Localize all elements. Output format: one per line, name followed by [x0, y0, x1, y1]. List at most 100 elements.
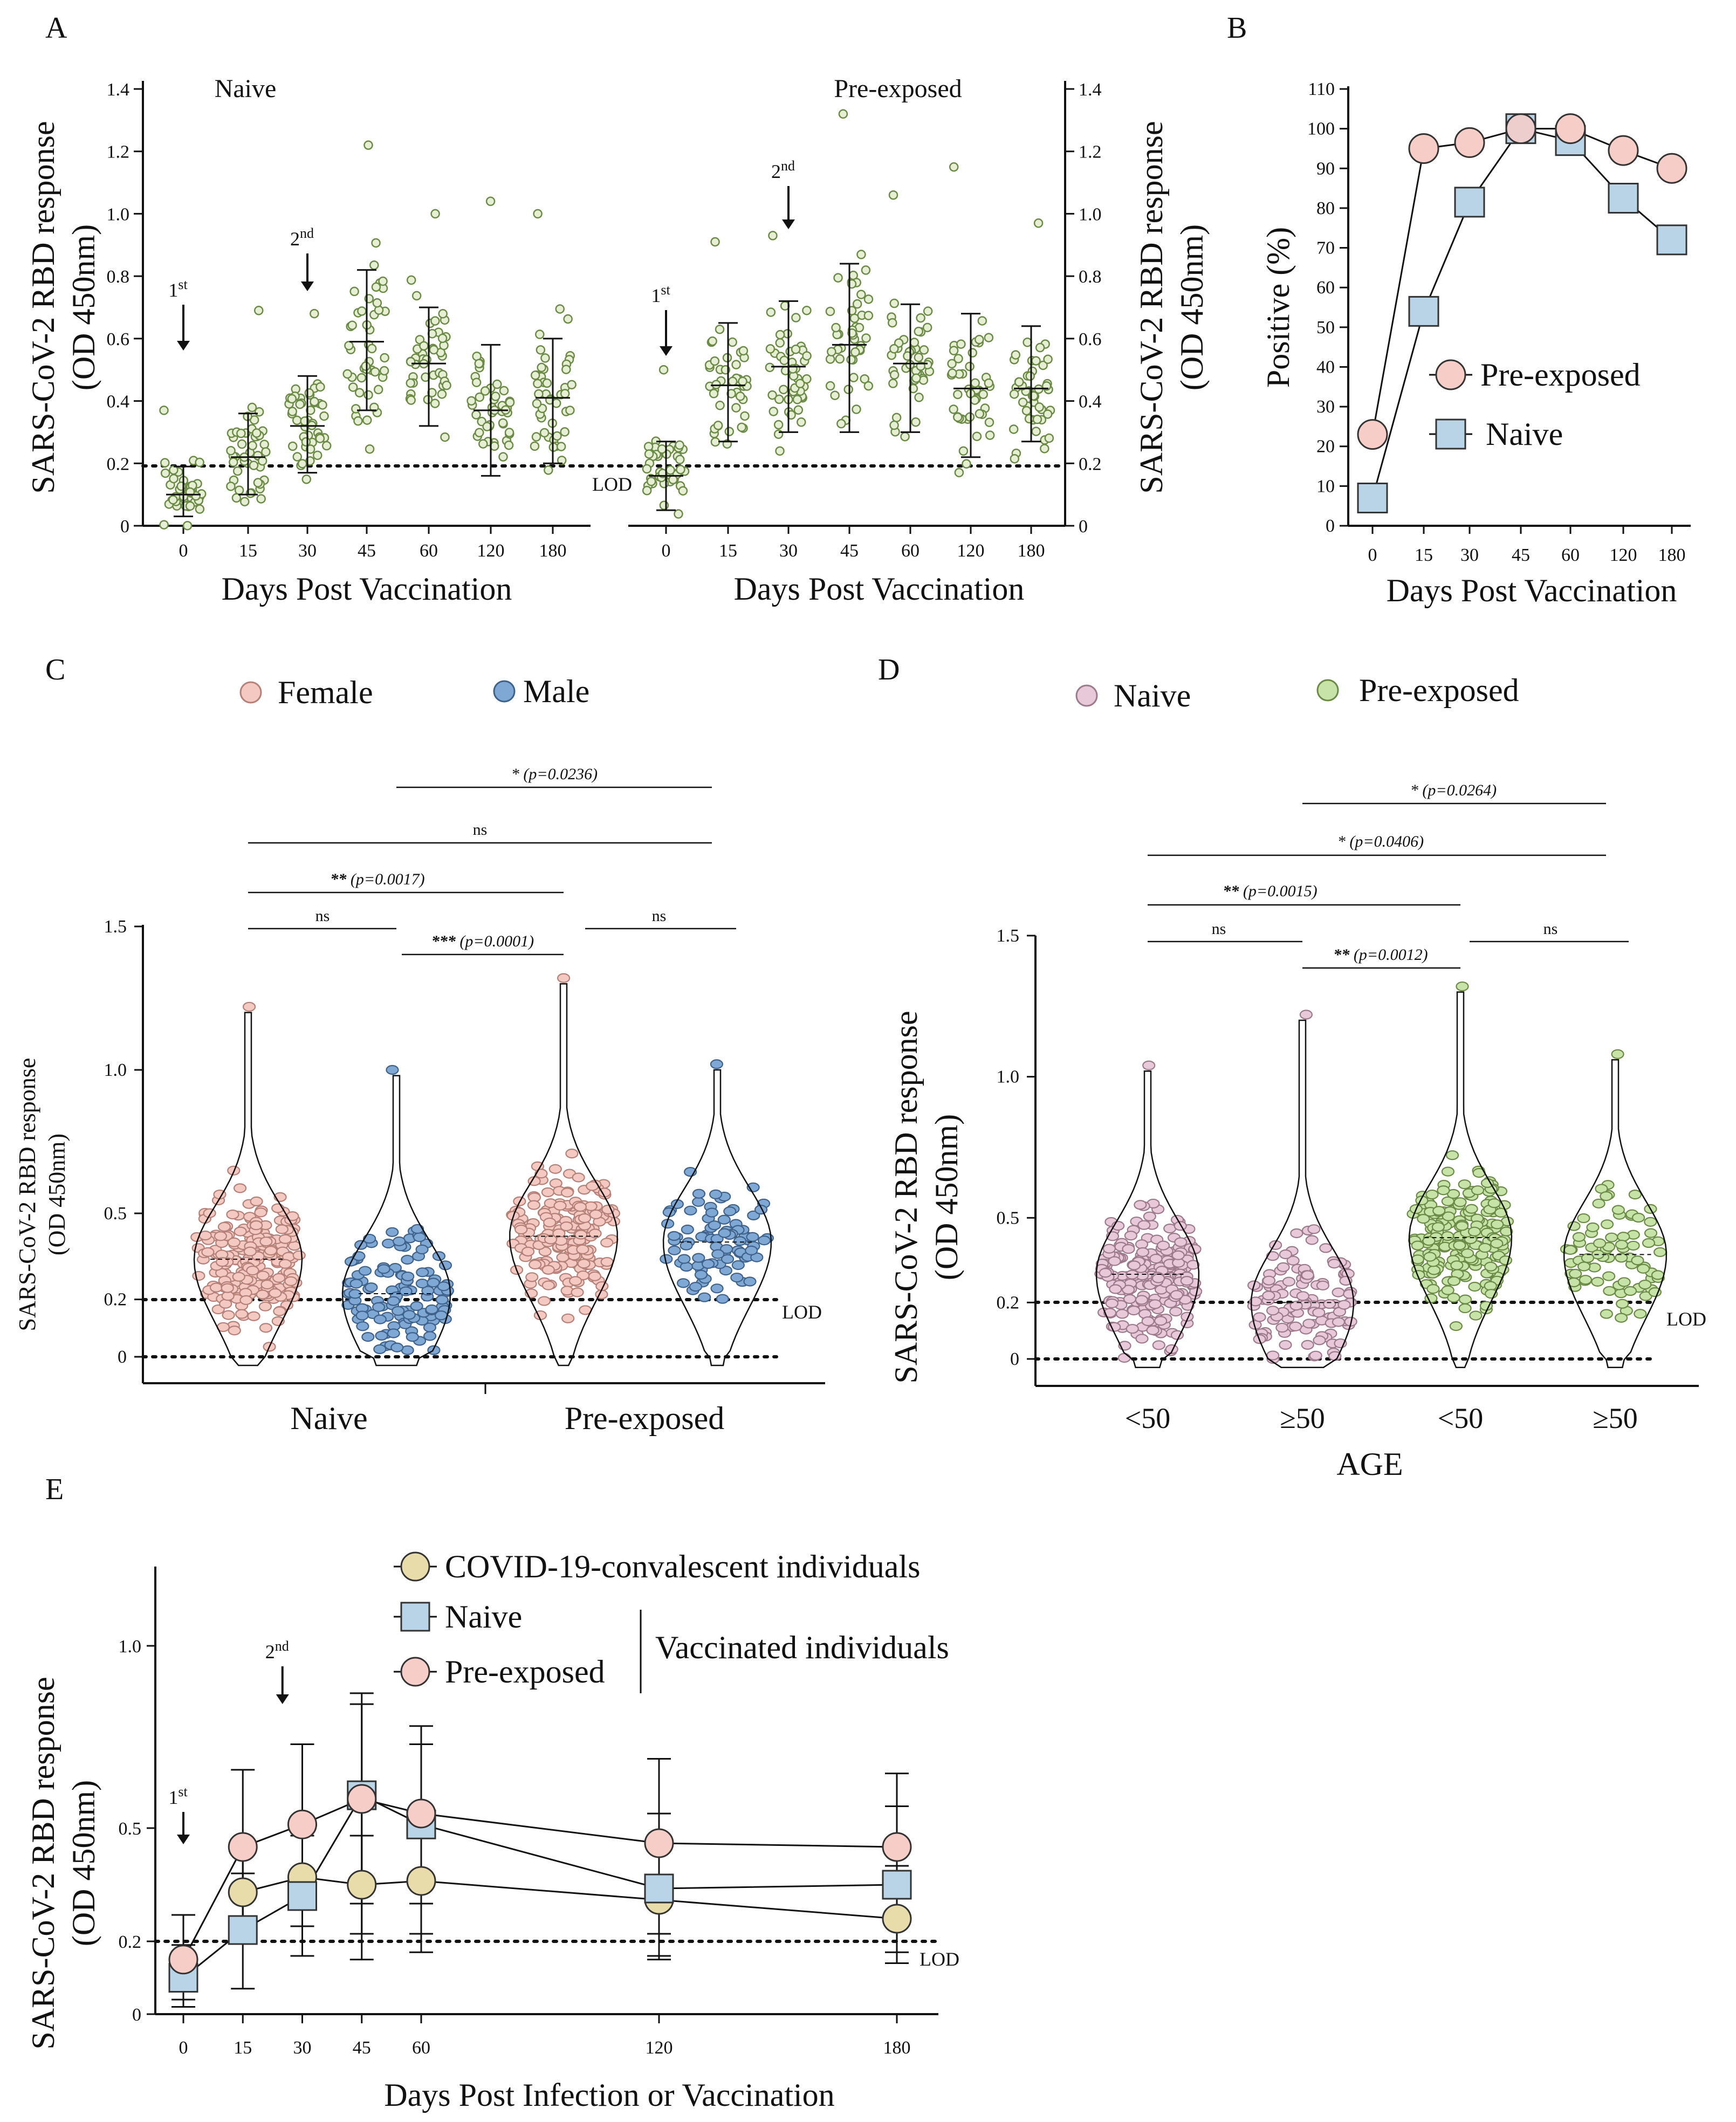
- y-tick-label: 1.0: [107, 204, 130, 224]
- data-point: [430, 209, 440, 219]
- data-point: [233, 1183, 247, 1193]
- data-point: [342, 369, 352, 379]
- data-point: [1127, 1306, 1141, 1316]
- data-point: [1282, 1276, 1296, 1287]
- data-point: [1569, 1268, 1582, 1279]
- data-point: [556, 442, 566, 451]
- data-point: [373, 1314, 387, 1324]
- y-tick-label: 0.5: [997, 1208, 1020, 1228]
- data-point: [310, 397, 319, 407]
- y-tick-label: 10: [1316, 476, 1335, 496]
- bracket-stars: ***: [431, 932, 456, 950]
- panel-e: E SARS-CoV-2 RBD response (OD 450nm) LOD…: [25, 1473, 959, 2113]
- data-point: [287, 441, 298, 451]
- naive-marker: [287, 1881, 317, 1911]
- data-point: [565, 406, 575, 415]
- data-point: [1417, 1214, 1430, 1224]
- data-point: [356, 373, 367, 383]
- data-point: [1423, 1252, 1437, 1262]
- pre-exposed-marker: [1408, 133, 1439, 164]
- data-point: [825, 306, 835, 317]
- data-point: [541, 1280, 555, 1290]
- data-point: [231, 493, 242, 503]
- data-point: [1449, 1321, 1463, 1331]
- data-point: [254, 1207, 267, 1218]
- data-point: [1319, 1243, 1333, 1253]
- data-point: [1426, 1284, 1440, 1294]
- data-point: [888, 379, 898, 388]
- bracket-p: (p=0.0406): [1349, 833, 1424, 850]
- legend-marker-female: [239, 681, 262, 704]
- data-point: [1286, 1255, 1300, 1266]
- data-point: [1038, 360, 1048, 370]
- data-point: [480, 386, 490, 396]
- data-point: [1277, 1262, 1290, 1272]
- data-point: [357, 306, 367, 316]
- data-point: [1021, 406, 1032, 416]
- data-point: [1117, 1352, 1131, 1363]
- data-point: [678, 486, 688, 496]
- data-point: [1148, 1299, 1162, 1309]
- panel-e-xlabel: Days Post Infection or Vaccination: [384, 2077, 834, 2113]
- data-point: [284, 1276, 298, 1286]
- x-tick-label: 60: [1561, 545, 1580, 565]
- data-point: [668, 475, 678, 485]
- data-point: [185, 501, 195, 511]
- panel-a-ylabel-left-2: (OD 450nm): [66, 224, 101, 390]
- data-point: [716, 1294, 729, 1304]
- data-point: [536, 345, 546, 355]
- x-tick-label: ≥50: [1593, 1402, 1638, 1434]
- bracket-stars: *: [1337, 833, 1346, 850]
- x-tick-label: <50: [1438, 1402, 1483, 1434]
- panel-label-a: A: [45, 11, 67, 45]
- data-point: [406, 1332, 419, 1342]
- data-point: [1023, 338, 1032, 347]
- y-tick-label: 1.0: [997, 1067, 1020, 1087]
- data-point: [1010, 454, 1020, 464]
- data-point: [737, 422, 746, 432]
- naive-marker: [1408, 296, 1439, 327]
- x-tick-label: 45: [353, 2038, 371, 2058]
- data-point: [791, 345, 801, 354]
- data-point: [1636, 1263, 1650, 1274]
- data-point: [1154, 1316, 1168, 1326]
- data-point: [401, 1271, 415, 1282]
- data-point: [1033, 218, 1044, 228]
- data-point: [1332, 1317, 1346, 1327]
- data-point: [588, 1271, 601, 1281]
- arrow-superscript: st: [178, 277, 188, 292]
- data-point: [710, 1059, 724, 1069]
- data-point: [195, 504, 205, 514]
- x-tick-label: 15: [1415, 545, 1433, 565]
- bracket-text: ** (p=0.0015): [1223, 882, 1317, 900]
- data-point: [724, 427, 735, 436]
- naive-marker: [1357, 482, 1388, 513]
- data-point: [160, 458, 170, 468]
- arrow-label: 2nd: [771, 158, 795, 182]
- data-point: [692, 1189, 706, 1199]
- data-point: [399, 1286, 413, 1296]
- data-point: [1644, 1217, 1657, 1227]
- data-point: [746, 1232, 759, 1242]
- data-point: [1143, 1211, 1156, 1221]
- data-point: [889, 298, 899, 308]
- y-tick-label: 1.2: [107, 142, 130, 162]
- y-tick-label: 0.4: [1079, 392, 1102, 412]
- y-tick-label: 20: [1316, 437, 1335, 457]
- data-point: [1025, 371, 1035, 381]
- y-tick-label: 0.5: [104, 1204, 127, 1224]
- data-point: [692, 1253, 705, 1263]
- data-point: [1411, 1240, 1424, 1251]
- data-point: [375, 1330, 388, 1341]
- data-point: [1249, 1296, 1262, 1307]
- data-point: [358, 1266, 372, 1276]
- panel-b-xlabel: Days Post Vaccination: [1387, 573, 1677, 608]
- data-point: [505, 397, 515, 407]
- data-point: [1453, 1240, 1466, 1251]
- panel-label-c: C: [45, 653, 65, 686]
- data-point: [411, 291, 422, 301]
- x-tick-label: 120: [477, 541, 505, 561]
- data-point: [911, 417, 921, 427]
- data-point: [825, 381, 835, 391]
- data-point: [601, 1204, 615, 1215]
